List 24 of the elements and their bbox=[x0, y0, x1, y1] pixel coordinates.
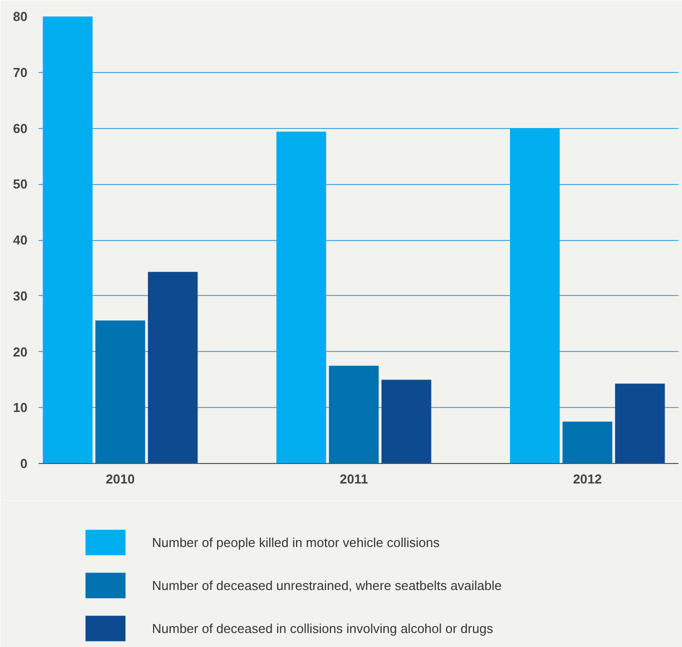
bar bbox=[42, 16, 93, 464]
legend-label: Number of people killed in motor vehicle collisions bbox=[152, 534, 440, 550]
bar bbox=[328, 366, 379, 464]
legend-label: Number of deceased in collisions involving alcohol or drugs bbox=[152, 620, 494, 636]
bar bbox=[562, 422, 612, 464]
y-tick-label: 60 bbox=[13, 120, 28, 136]
y-tick-label: 40 bbox=[13, 232, 28, 248]
y-tick-label: 70 bbox=[13, 64, 28, 80]
bar bbox=[276, 132, 326, 464]
x-tick-label: 2011 bbox=[340, 472, 368, 486]
x-tick-label: 2012 bbox=[572, 472, 602, 486]
legend-label: Number of deceased unrestrained, where seatbelts available bbox=[152, 578, 502, 592]
bar bbox=[615, 384, 665, 464]
bar bbox=[510, 128, 560, 464]
bar bbox=[148, 272, 198, 464]
x-tick-label: 2010 bbox=[106, 472, 135, 486]
y-tick-label: 80 bbox=[13, 9, 28, 24]
bar bbox=[382, 380, 432, 464]
y-tick-label: 10 bbox=[13, 400, 28, 416]
y-tick-label: 50 bbox=[13, 176, 28, 192]
y-tick-label: 0 bbox=[20, 456, 28, 471]
bar bbox=[95, 320, 146, 464]
y-tick-label: 30 bbox=[13, 288, 28, 304]
y-tick-label: 20 bbox=[13, 344, 28, 360]
